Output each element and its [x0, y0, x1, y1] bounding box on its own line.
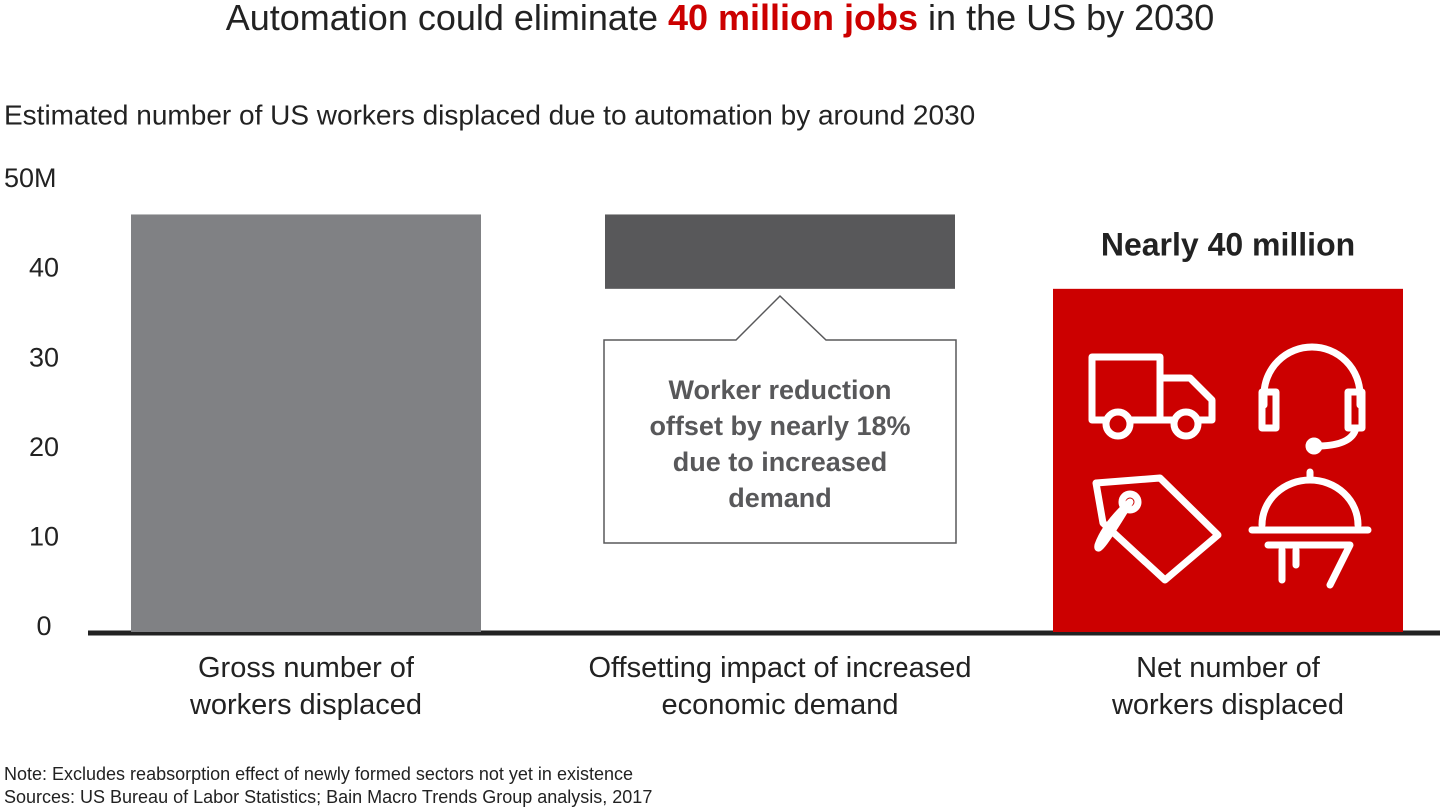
- x-tick-label: Gross number of workers displaced: [189, 652, 423, 721]
- x-tick-label: Net number of workers displaced: [1111, 652, 1345, 721]
- title-part: in the US by 2030: [918, 0, 1214, 38]
- headset-icon: [1258, 343, 1366, 450]
- footnote: Note: Excludes reabsorption effect of ne…: [4, 764, 633, 784]
- icons: [1088, 343, 1372, 589]
- title-part: Automation could eliminate: [226, 0, 668, 38]
- footnote: Sources: US Bureau of Labor Statistics; …: [4, 787, 653, 807]
- tag-hole: [1118, 490, 1142, 514]
- y-tick-label: 50M: [4, 163, 57, 193]
- bar: [131, 214, 481, 633]
- truck-wheel: [1170, 408, 1202, 440]
- truck-wheel: [1102, 408, 1134, 440]
- y-tick-label: 0: [36, 611, 51, 641]
- headset-mic: [1305, 437, 1323, 455]
- bar: [605, 214, 955, 289]
- chart-subtitle: Estimated number of US workers displaced…: [4, 99, 975, 130]
- y-tick-label: 40: [29, 253, 59, 283]
- title-part: 40 million jobs: [668, 0, 918, 38]
- y-tick-label: 10: [29, 522, 59, 552]
- net-annotation: Nearly 40 million: [1101, 226, 1355, 262]
- tag-icon: [1092, 474, 1222, 584]
- chart-title: Automation could eliminate 40 million jo…: [226, 0, 1215, 38]
- bar: [1053, 288, 1403, 632]
- y-tick-label: 20: [29, 432, 59, 462]
- x-tick-label: Offsetting impact of increased economic …: [588, 652, 972, 721]
- callout-box: [603, 294, 957, 544]
- y-tick-label: 30: [29, 342, 59, 372]
- tag-string: [1094, 498, 1134, 552]
- callout-text: Worker reduction offset by nearly 18% du…: [649, 375, 911, 513]
- cloche-icon: [1248, 468, 1372, 589]
